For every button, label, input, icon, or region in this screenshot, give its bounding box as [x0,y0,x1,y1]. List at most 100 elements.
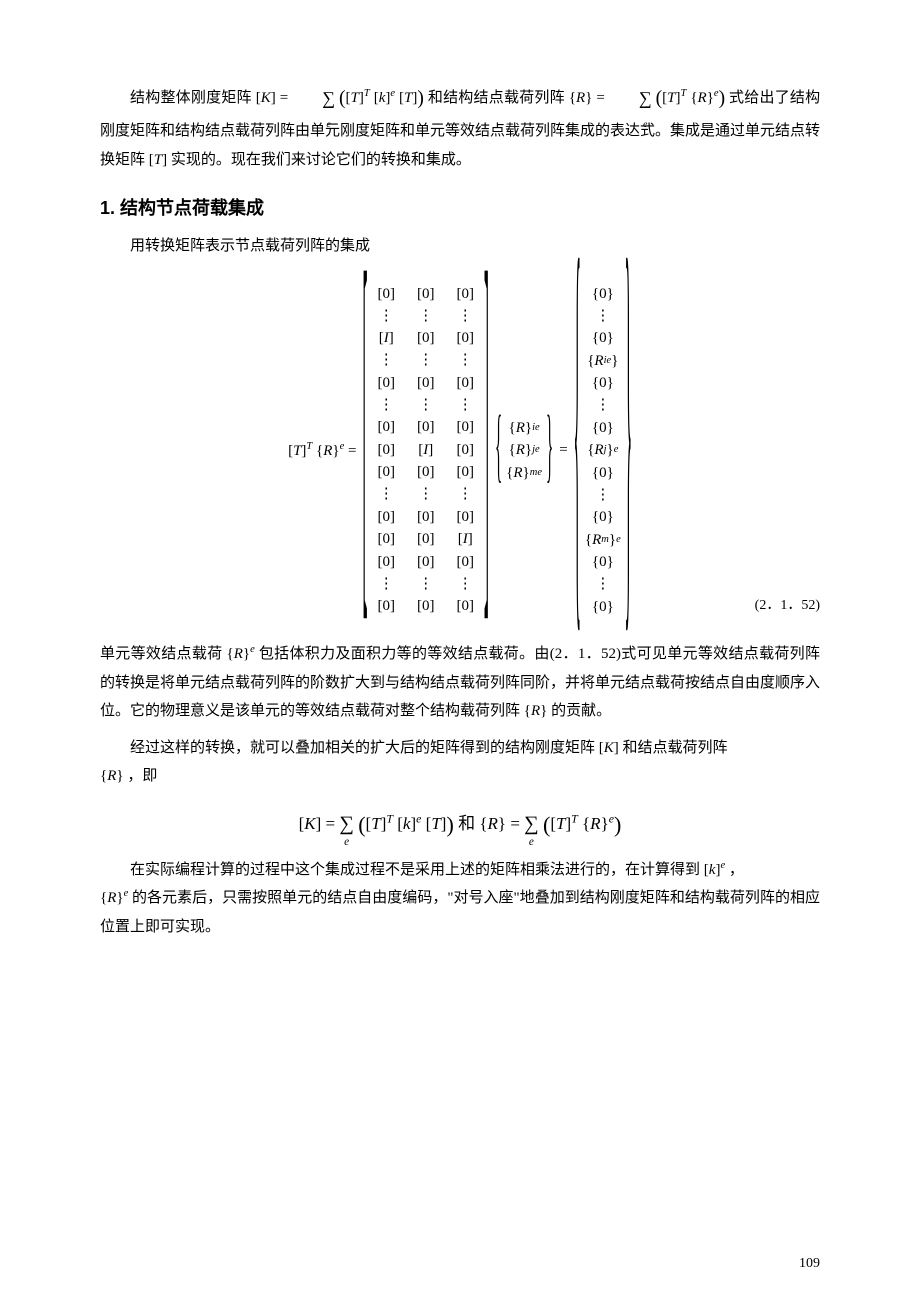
matrix-cell: ⋮ [458,350,473,372]
equals: = [559,442,567,459]
text: 和结构结点载荷列阵 [428,90,565,106]
inline-ke: [k]e [704,862,725,878]
matrix-column: [0]⋮[0]⋮[0]⋮[0][0][0]⋮[0][I][0]⋮[0] [452,279,478,622]
matrix-cell: [0] [417,461,435,484]
matrix-cell: [0] [417,506,435,529]
matrix-cell: [0] [417,416,435,439]
paragraph-2: 用转换矩阵表示节点载荷列阵的集成 [100,232,820,261]
vector-cell: {0} [592,596,614,619]
matrix-cell: [0] [377,283,395,306]
inline-K: [K] [599,740,619,756]
matrix-cell: [0] [456,327,474,350]
inline-equation-K: [K] = ∑e ([T]T [k]e [T]) [256,90,428,106]
equation-block-2-1-52: [T]T {R}e = [ [0]⋮[I]⋮[0]⋮[0][0][0]⋮[0][… [100,279,820,623]
vector-cell: {0} [592,417,614,440]
text: 的贡献。 [551,703,611,719]
matrix-cell: [0] [377,372,395,395]
matrix-cell: ⋮ [379,394,394,416]
section-heading-1: 1. 结构节点荷载集成 [100,194,820,220]
matrix-cell: ⋮ [379,305,394,327]
text: 的各元素后，只需按照单元的结点自由度编码，"对号入座"地叠加到结构刚度矩阵和结构… [100,890,820,935]
matrix-cell: ⋮ [418,394,433,416]
matrix-cell: [0] [377,416,395,439]
matrix-cell: [0] [417,528,435,551]
equation-number: (2．1．52) [755,594,820,614]
matrix-column: [0]⋮[I]⋮[0]⋮[0][0][0]⋮[0][0][0]⋮[0] [373,279,399,622]
text: 经过这样的转换，就可以叠加相关的扩大后的矩阵得到的结构刚度矩阵 [130,740,595,756]
inline-R: {R} [524,703,548,719]
text: ，即 [127,768,157,784]
paragraph-5: 在实际编程计算的过程中这个集成过程不是采用上述的矩阵相乘法进行的，在计算得到 [… [100,856,820,942]
matrix-cell: [0] [377,439,395,462]
matrix-column: [0]⋮[0]⋮[0]⋮[0][I][0]⋮[0][0][0]⋮[0] [413,279,439,622]
vector-cell: ⋮ [595,305,610,327]
matrix-cell: [I] [379,327,394,350]
matrix-cell: ⋮ [379,484,394,506]
matrix-cell: ⋮ [379,573,394,595]
vector-cell: {0} [592,372,614,395]
equation-lhs: [T]T {R}e = [288,441,356,460]
matrix-cell: [I] [458,528,473,551]
vector-cell: {R}ie [509,417,540,440]
vector-cell: {0} [592,551,614,574]
equation-block-sum: [K] = ∑e ([T]T [k]e [T]) 和 {R} = ∑e ([T]… [100,809,820,838]
vector-cell: {Rie} [587,350,618,373]
matrix-cell: [0] [456,372,474,395]
transform-matrix: [ [0]⋮[I]⋮[0]⋮[0][0][0]⋮[0][0][0]⋮[0][0]… [362,279,489,622]
matrix-cell: ⋮ [418,484,433,506]
inline-Re-2: {R}e [100,890,128,906]
vector-cell: {0} [592,462,614,485]
matrix-cell: [0] [456,283,474,306]
matrix-cell: ⋮ [458,305,473,327]
matrix-cell: [0] [456,439,474,462]
text: 和结点载荷列阵 [623,740,728,756]
matrix-cell: ⋮ [458,573,473,595]
matrix-cell: [0] [417,551,435,574]
vector-cell: {R}me [506,462,542,485]
output-vector: { {0}⋮{0}{Rie}{0}⋮{0}{Rj}e{0}⋮{0}{Rm}e{0… [574,279,632,623]
inline-R-2: {R} [100,768,124,784]
matrix-cell: ⋮ [418,350,433,372]
vector-cell: {Rm}e [585,529,621,552]
matrix-cell: [0] [377,595,395,618]
text: 单元等效结点载荷 [100,646,222,662]
inline-T: [T] [149,152,167,168]
inline-Re: {R}e [227,646,255,662]
text: 在实际编程计算的过程中这个集成过程不是采用上述的矩阵相乘法进行的，在计算得到 [130,862,700,878]
matrix-cell: [0] [456,595,474,618]
matrix-cell: [0] [417,283,435,306]
text: 结构整体刚度矩阵 [130,90,252,106]
matrix-cell: [0] [377,461,395,484]
paragraph-1: 结构整体刚度矩阵 [K] = ∑e ([T]T [k]e [T]) 和结构结点载… [100,80,820,174]
vector-cell: ⋮ [595,484,610,506]
page: 结构整体刚度矩阵 [K] = ∑e ([T]T [k]e [T]) 和结构结点载… [0,0,920,1302]
matrix-cell: ⋮ [379,350,394,372]
vector-cell: {0} [592,283,614,306]
page-number: 109 [799,1256,820,1272]
vector-cell: ⋮ [595,574,610,596]
input-vector: { {R}ie{R}je{R}me } [495,413,553,489]
matrix-cell: [0] [417,327,435,350]
matrix-cell: [0] [377,506,395,529]
matrix-cell: [0] [377,528,395,551]
text: 实现的。现在我们来讨论它们的转换和集成。 [171,152,471,168]
vector-cell: {0} [592,327,614,350]
paragraph-4: 经过这样的转换，就可以叠加相关的扩大后的矩阵得到的结构刚度矩阵 [K] 和结点载… [100,734,820,791]
vector-cell: {0} [592,506,614,529]
paragraph-3: 单元等效结点载荷 {R}e 包括体积力及面积力等的等效结点载荷。由(2．1．52… [100,640,820,726]
text: ， [729,862,744,878]
matrix-cell: [0] [456,416,474,439]
matrix-cell: [0] [377,551,395,574]
matrix-cell: [0] [456,506,474,529]
inline-equation-R: {R} = ∑e ([T]T {R}e) [569,90,729,106]
vector-cell: ⋮ [595,395,610,417]
matrix-cell: [0] [456,461,474,484]
matrix-cell: [0] [417,372,435,395]
matrix-cell: ⋮ [418,305,433,327]
vector-cell: {Rj}e [587,439,618,462]
matrix-cell: ⋮ [458,394,473,416]
matrix-cell: [0] [456,551,474,574]
matrix-cell: [I] [418,439,433,462]
vector-cell: {R}je [509,439,540,462]
matrix-cell: [0] [417,595,435,618]
